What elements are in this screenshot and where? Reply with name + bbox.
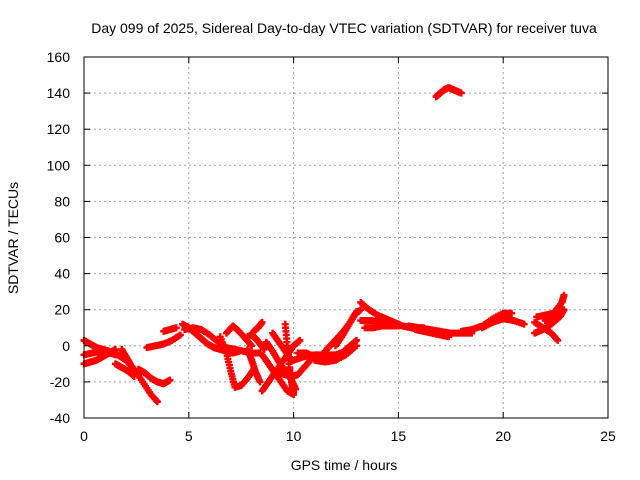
x-tick-label: 5 [185, 428, 193, 444]
data-point [130, 372, 138, 380]
grid-lines [84, 57, 608, 418]
y-tick-label: 20 [54, 302, 70, 318]
y-axis-label: SDTVAR / TECUs [5, 182, 21, 294]
series-s37 [531, 318, 562, 344]
x-tick-label: 25 [600, 428, 616, 444]
series-s7 [143, 331, 184, 352]
y-tick-label: -20 [50, 374, 70, 390]
data-point [520, 320, 528, 328]
series-s40 [432, 84, 465, 101]
series-s15 [243, 345, 264, 386]
series-s26 [332, 306, 365, 350]
data-point [290, 389, 298, 397]
x-tick-labels: 0 5 10 15 20 25 [80, 428, 616, 444]
data-point [296, 336, 304, 344]
x-tick-label: 0 [80, 428, 88, 444]
plot-frame [83, 56, 609, 419]
chart-title: Day 099 of 2025, Sidereal Day-to-day VTE… [91, 20, 597, 36]
axes [83, 56, 609, 419]
y-tick-label: 60 [54, 230, 70, 246]
data-point [560, 291, 568, 299]
data-point [172, 324, 180, 332]
series-s8 [160, 324, 180, 335]
series-s13 [243, 331, 268, 353]
series-s39 [541, 306, 566, 325]
y-tick-label: 140 [47, 85, 71, 101]
data-point [457, 89, 465, 97]
x-tick-label: 20 [495, 428, 511, 444]
x-tick-label: 15 [391, 428, 407, 444]
data-point [176, 331, 184, 339]
x-tick-label: 10 [286, 428, 302, 444]
series-s20 [275, 356, 314, 380]
data-point [352, 336, 360, 344]
data-point [554, 336, 562, 344]
y-tick-label: 100 [47, 157, 71, 173]
data-point [126, 360, 134, 368]
data-point [166, 376, 174, 384]
series-s21 [281, 320, 298, 397]
y-tick-label: 80 [54, 193, 70, 209]
x-axis-label: GPS time / hours [291, 457, 398, 473]
series-s17 [258, 336, 304, 395]
series-s14 [250, 318, 266, 335]
y-tick-label: 40 [54, 266, 70, 282]
series-s4 [111, 360, 138, 380]
series-s32 [411, 326, 453, 341]
data-point [260, 345, 268, 353]
data-point [508, 309, 516, 317]
y-tick-label: 0 [62, 338, 70, 354]
y-tick-label: 120 [47, 121, 71, 137]
series-s27 [340, 336, 360, 355]
data-point [258, 318, 266, 326]
series-s5 [118, 345, 134, 368]
y-tick-label: -40 [50, 410, 70, 426]
series-s6 [134, 365, 174, 388]
data-point [357, 306, 365, 314]
y-tick-labels: -40 -20 0 20 40 60 80 100 120 140 160 [47, 49, 71, 426]
series-s34 [478, 315, 518, 332]
data-point [248, 342, 256, 350]
series-s35 [510, 317, 528, 328]
series-s30 [361, 322, 402, 332]
data-point [153, 398, 161, 406]
data-point [394, 322, 402, 330]
data-point [256, 378, 264, 386]
data-points [80, 84, 568, 406]
y-tick-label: 160 [47, 49, 71, 65]
data-point [558, 306, 566, 314]
data-point [445, 333, 453, 341]
